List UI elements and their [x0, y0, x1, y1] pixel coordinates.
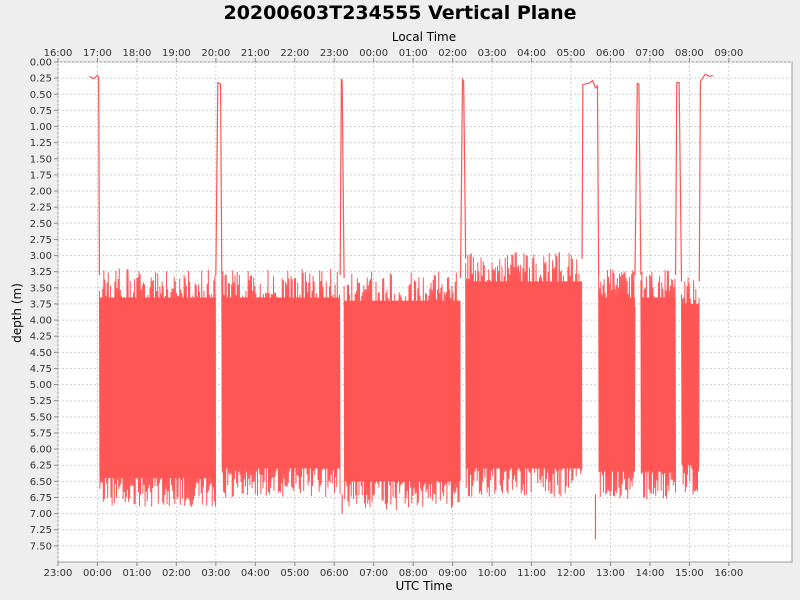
x-tick-label: 14:00 — [636, 568, 665, 579]
top-tick-label: 22:00 — [280, 48, 309, 59]
y-tick-label: 2.00 — [30, 187, 52, 198]
top-tick-label: 16:00 — [44, 48, 73, 59]
top-tick-label: 02:00 — [438, 48, 467, 59]
y-tick-label: 5.75 — [30, 428, 52, 439]
dive-segment-fill-2 — [221, 297, 341, 469]
dive-segment-fill-5 — [598, 297, 635, 472]
top-tick-label: 01:00 — [399, 48, 428, 59]
y-tick-label: 4.00 — [30, 316, 52, 327]
y-tick-label: 6.50 — [30, 477, 52, 488]
y-tick-label: 3.75 — [30, 299, 52, 310]
x-tick-label: 00:00 — [83, 568, 112, 579]
x-tick-label: 01:00 — [123, 568, 152, 579]
dive-segment-fill-3 — [344, 300, 461, 482]
y-tick-label: 4.50 — [30, 348, 52, 359]
top-tick-label: 09:00 — [714, 48, 743, 59]
top-tick-label: 06:00 — [596, 48, 625, 59]
y-tick-label: 4.25 — [30, 332, 52, 343]
y-tick-label: 4.75 — [30, 364, 52, 375]
x-tick-label: 02:00 — [162, 568, 191, 579]
y-tick-label: 0.25 — [30, 74, 52, 85]
y-tick-label: 7.25 — [30, 525, 52, 536]
x-tick-label: 15:00 — [675, 568, 704, 579]
y-tick-label: 7.00 — [30, 509, 52, 520]
y-tick-label: 2.50 — [30, 219, 52, 230]
top-tick-label: 07:00 — [636, 48, 665, 59]
y-tick-label: 0.75 — [30, 106, 52, 117]
y-axis-label: depth (m) — [10, 283, 24, 343]
axes: 23:00 16:00 00:00 17:00 01:00 18:00 02:00 19:00… — [30, 48, 744, 579]
x-tick-label: 04:00 — [241, 568, 270, 579]
y-tick-label: 6.25 — [30, 461, 52, 472]
top-tick-label: 17:00 — [83, 48, 112, 59]
top-tick-label: 03:00 — [478, 48, 507, 59]
y-tick-label: 1.00 — [30, 122, 52, 133]
surface-trace-7 — [674, 82, 683, 282]
y-tick-label: 3.25 — [30, 267, 52, 278]
surface-trace-1 — [89, 74, 101, 275]
surface-trace-3 — [339, 78, 345, 279]
x-tick-label: 16:00 — [714, 568, 743, 579]
x-tick-label: 05:00 — [280, 568, 309, 579]
top-axis-label: Local Time — [392, 30, 456, 44]
y-tick-label: 1.75 — [30, 170, 52, 181]
y-tick-label: 1.25 — [30, 138, 52, 149]
x-tick-label: 07:00 — [359, 568, 388, 579]
y-tick-label: 6.00 — [30, 445, 52, 456]
surface-trace-2 — [215, 81, 223, 275]
x-tick-label: 06:00 — [320, 568, 349, 579]
surface-trace-5 — [581, 79, 600, 275]
dive-segment-fill-4 — [465, 281, 583, 469]
y-tick-label: 5.50 — [30, 412, 52, 423]
x-tick-label: 10:00 — [478, 568, 507, 579]
y-tick-label: 2.25 — [30, 203, 52, 214]
top-tick-label: 18:00 — [123, 48, 152, 59]
series-depth — [89, 73, 714, 540]
chart-title: 20200603T234555 Vertical Plane — [223, 2, 576, 24]
y-tick-label: 2.75 — [30, 235, 52, 246]
top-tick-label: 04:00 — [517, 48, 546, 59]
top-tick-label: 05:00 — [557, 48, 586, 59]
y-tick-label: 0.00 — [30, 58, 52, 69]
y-tick-label: 5.00 — [30, 380, 52, 391]
y-tick-label: 1.50 — [30, 154, 52, 165]
x-tick-label: 13:00 — [596, 568, 625, 579]
surface-trace-6 — [634, 82, 642, 275]
top-tick-label: 00:00 — [359, 48, 388, 59]
x-tick-label: 08:00 — [399, 568, 428, 579]
dive-segment-fill-6 — [640, 297, 676, 472]
y-tick-label: 6.75 — [30, 493, 52, 504]
top-tick-label: 19:00 — [162, 48, 191, 59]
dive-segment-fill-7 — [681, 303, 700, 466]
x-tick-label: 23:00 — [44, 568, 73, 579]
top-tick-label: 21:00 — [241, 48, 270, 59]
x-axis-label: UTC Time — [396, 579, 453, 593]
y-tick-label: 0.50 — [30, 90, 52, 101]
x-tick-label: 09:00 — [438, 568, 467, 579]
x-tick-label: 12:00 — [557, 568, 586, 579]
top-tick-label: 08:00 — [675, 48, 704, 59]
surface-trace-4 — [459, 77, 467, 279]
x-tick-label: 03:00 — [201, 568, 230, 579]
top-tick-label: 23:00 — [320, 48, 349, 59]
y-tick-label: 7.50 — [30, 541, 52, 552]
surface-trace-8 — [698, 73, 714, 282]
x-tick-label: 11:00 — [517, 568, 546, 579]
y-tick-label: 5.25 — [30, 396, 52, 407]
top-tick-label: 20:00 — [201, 48, 230, 59]
y-tick-label: 3.50 — [30, 283, 52, 294]
dive-segment-fill-1 — [99, 297, 216, 479]
y-tick-label: 3.00 — [30, 251, 52, 262]
